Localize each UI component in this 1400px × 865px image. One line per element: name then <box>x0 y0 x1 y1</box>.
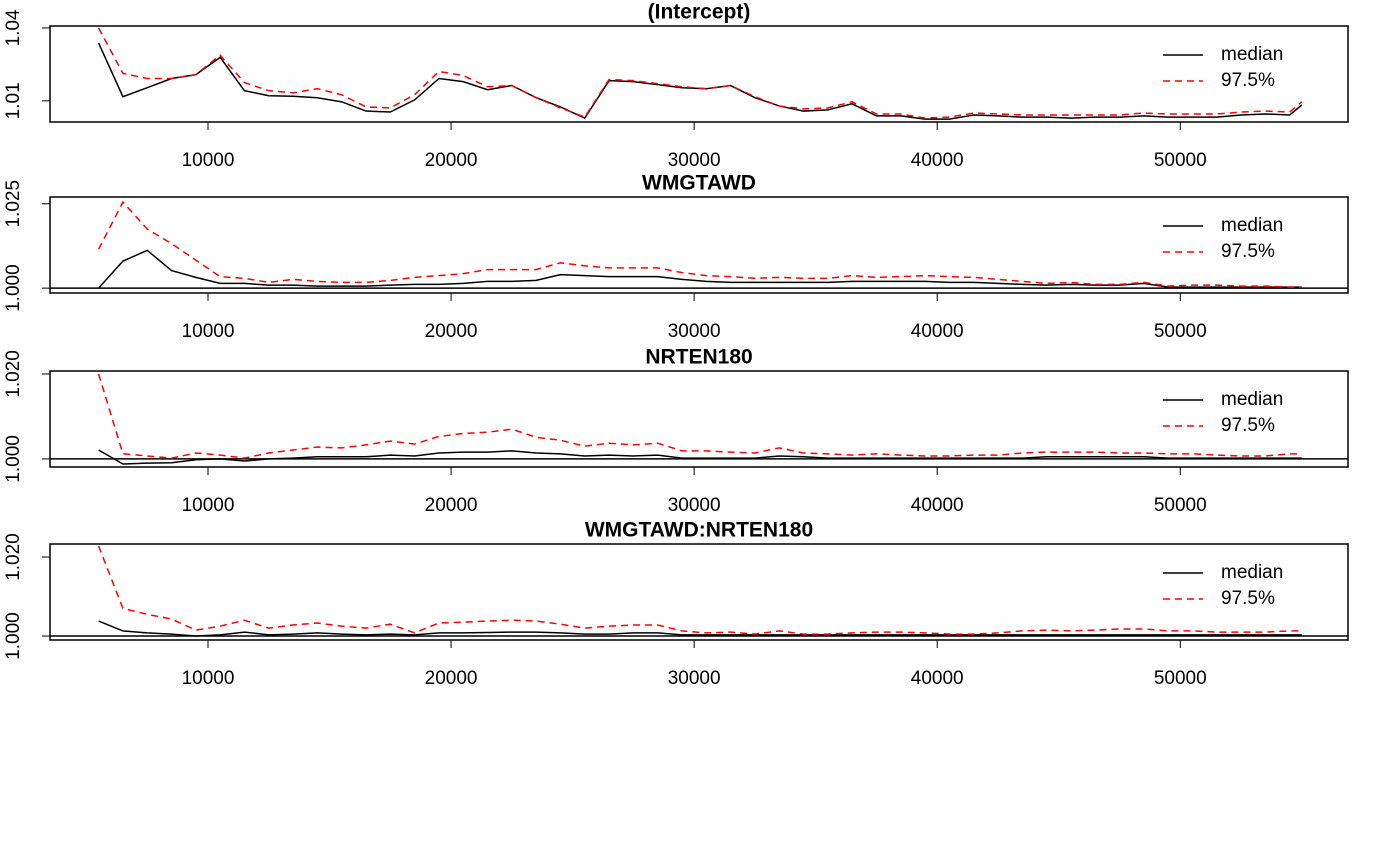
legend-label: median <box>1221 389 1283 410</box>
x-tick-label: 50000 <box>1154 495 1207 516</box>
x-tick-label: 30000 <box>668 150 721 171</box>
x-tick-label: 20000 <box>425 321 478 342</box>
x-tick-label: 50000 <box>1154 321 1207 342</box>
legend-label: median <box>1221 44 1283 65</box>
x-tick-label: 20000 <box>425 150 478 171</box>
series-line <box>98 620 1302 637</box>
legend-label: 97.5% <box>1221 588 1275 609</box>
x-tick-label: 20000 <box>425 495 478 516</box>
x-tick-label: 40000 <box>911 495 964 516</box>
panel-title: (Intercept) <box>648 1 751 24</box>
x-tick-label: 40000 <box>911 150 964 171</box>
x-tick-label: 10000 <box>182 150 235 171</box>
legend-label: 97.5% <box>1221 70 1275 91</box>
plot-frame <box>49 543 1349 641</box>
y-tick-label: 1.01 <box>3 82 24 119</box>
x-tick-label: 30000 <box>668 495 721 516</box>
y-tick-label: 1.000 <box>3 612 24 660</box>
panel: (Intercept) 10000 20000 30000 40000 50000 1.01… <box>3 1 1349 171</box>
plot-frame <box>49 196 1349 294</box>
panel-title: NRTEN180 <box>645 346 752 369</box>
series-line <box>97 42 1303 120</box>
legend-label: 97.5% <box>1221 241 1275 262</box>
series-line <box>98 249 1302 289</box>
x-tick-label: 40000 <box>911 321 964 342</box>
x-tick-label: 10000 <box>182 495 235 516</box>
x-tick-label: 30000 <box>668 321 721 342</box>
series-line <box>98 449 1302 465</box>
y-tick-label: 1.000 <box>3 435 24 483</box>
legend-label: median <box>1221 562 1283 583</box>
y-tick-label: 1.020 <box>3 533 24 581</box>
panel: NRTEN180 10000 20000 30000 40000 50000 1.000 1.… <box>3 346 1349 516</box>
legend-label: 97.5% <box>1221 415 1275 436</box>
x-tick-label: 10000 <box>182 668 235 689</box>
x-tick-label: 50000 <box>1154 668 1207 689</box>
panel: WMGTAWD 10000 20000 30000 40000 50000 1.000 1.0… <box>3 172 1349 342</box>
series-line <box>97 200 1302 288</box>
series-line <box>97 545 1302 635</box>
plot-frame <box>49 370 1349 468</box>
y-tick-label: 1.04 <box>3 9 24 46</box>
y-tick-label: 1.025 <box>3 180 24 228</box>
x-tick-label: 50000 <box>1154 150 1207 171</box>
legend-label: median <box>1221 215 1283 236</box>
panel-title: WMGTAWD:NRTEN180 <box>585 519 813 542</box>
x-tick-label: 40000 <box>911 668 964 689</box>
series-line <box>97 27 1303 119</box>
y-tick-label: 1.000 <box>3 264 24 312</box>
panel: WMGTAWD:NRTEN180 10000 20000 30000 40000 5000… <box>3 519 1349 689</box>
plot-frame <box>49 25 1349 123</box>
y-tick-label: 1.020 <box>3 350 24 398</box>
x-tick-label: 30000 <box>668 668 721 689</box>
x-tick-label: 10000 <box>182 321 235 342</box>
x-tick-label: 20000 <box>425 668 478 689</box>
panel-title: WMGTAWD <box>642 172 756 195</box>
series-line <box>97 373 1302 459</box>
